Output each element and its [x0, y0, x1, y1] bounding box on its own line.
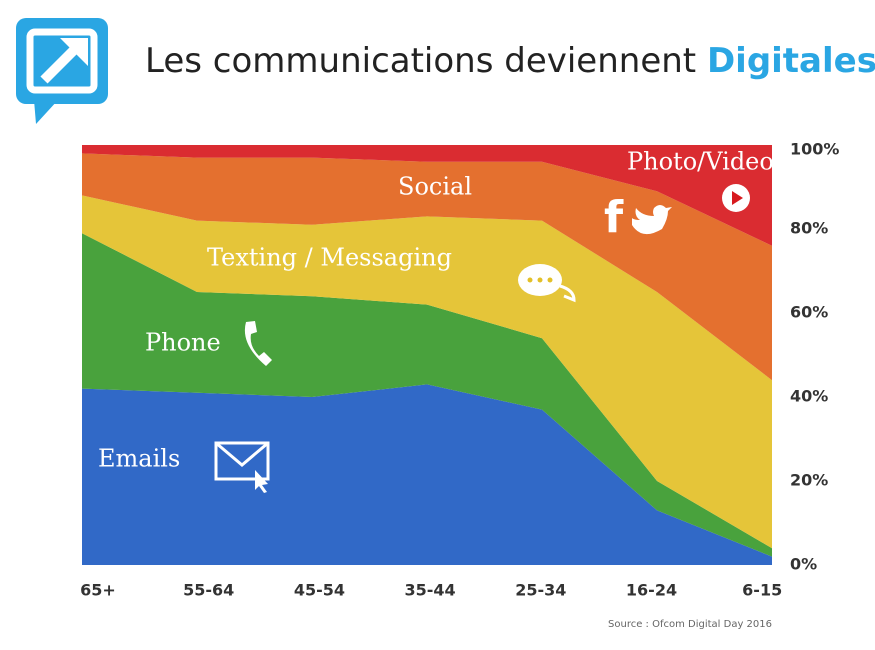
svg-text:f: f [604, 192, 624, 243]
area [82, 145, 772, 246]
x-tick-label: 16-24 [626, 581, 677, 600]
area [82, 153, 772, 381]
y-tick-label: 60% [790, 303, 828, 322]
x-tick-label: 6-15 [742, 581, 782, 600]
y-tick-label: 80% [790, 219, 828, 238]
x-tick-label: 65+ [80, 581, 116, 600]
icons: f [214, 184, 750, 493]
x-tick-label: 55-64 [183, 581, 234, 600]
area [82, 233, 772, 557]
series-label: Texting / Messaging [207, 244, 452, 272]
area [82, 384, 772, 565]
y-tick-label: 40% [790, 387, 828, 406]
x-tick-label: 45-54 [294, 581, 345, 600]
series-label: Emails [98, 445, 180, 473]
series-label: Photo/Video [627, 148, 774, 176]
y-tick-label: 0% [790, 555, 817, 574]
source: Source : Ofcom Digital Day 2016 [608, 619, 772, 630]
chart-title: Les communications deviennent Digitales [145, 41, 875, 81]
area [82, 195, 772, 549]
x-tick-label: 25-34 [515, 581, 566, 600]
title: Les communications deviennent [145, 41, 707, 81]
plot-area [82, 145, 772, 565]
x-tick-label: 35-44 [405, 581, 456, 600]
y-tick-label: 100% [790, 140, 839, 159]
title-highlight: Digitales [707, 41, 875, 81]
y-tick-label: 20% [790, 471, 828, 490]
series-label: Phone [145, 329, 221, 357]
series-label: Social [398, 173, 472, 201]
logo [16, 18, 108, 124]
